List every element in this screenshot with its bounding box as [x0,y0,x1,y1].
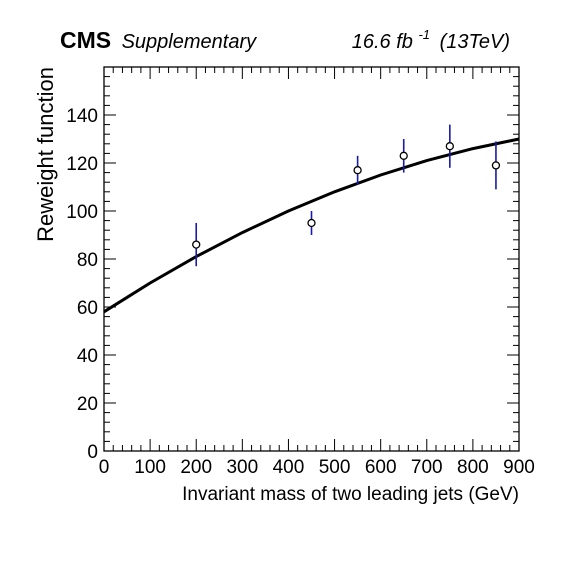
energy-label: (13TeV) [440,31,510,53]
x-axis-title: Invariant mass of two leading jets (GeV) [182,484,519,505]
x-tick-label: 400 [273,457,305,478]
y-tick-label: 0 [87,442,98,463]
x-tick-label: 900 [503,457,535,478]
x-tick-label: 300 [226,457,258,478]
luminosity-value: 16.6 fb [352,31,413,53]
data-point [192,240,201,249]
data-point [307,218,316,228]
y-tick-label: 40 [77,346,98,367]
x-tick-label: 600 [365,457,397,478]
luminosity-exponent: -1 [418,27,430,42]
x-tick-label: 0 [99,457,110,478]
supplementary-label: Supplementary [122,31,258,53]
x-tick-label: 700 [411,457,443,478]
data-point [491,161,501,170]
y-tick-label: 140 [66,106,98,127]
data-point [353,166,362,175]
data-point [399,151,408,160]
y-tick-label: 20 [77,394,98,415]
luminosity-label: 16.6 fb -1 (13TeV) [352,22,510,53]
x-tick-label: 200 [180,457,212,478]
plot-area: 0 100 200 300 400 500 600 700 800 900 0 20 40 60 80 100… [66,66,535,478]
y-tick-label: 100 [66,202,98,223]
y-tick-label: 60 [77,298,98,319]
experiment-label: CMS [60,27,111,53]
x-tick-label: 800 [457,457,489,478]
data-point [445,142,454,151]
x-tick-label: 100 [134,457,166,478]
x-tick-label: 500 [319,457,351,478]
y-tick-label: 120 [66,154,98,175]
y-tick-label: 80 [77,250,98,271]
y-axis-title: Reweight function [33,67,58,242]
plot-frame [103,66,520,452]
chart-header: CMS Supplementary [60,27,257,53]
